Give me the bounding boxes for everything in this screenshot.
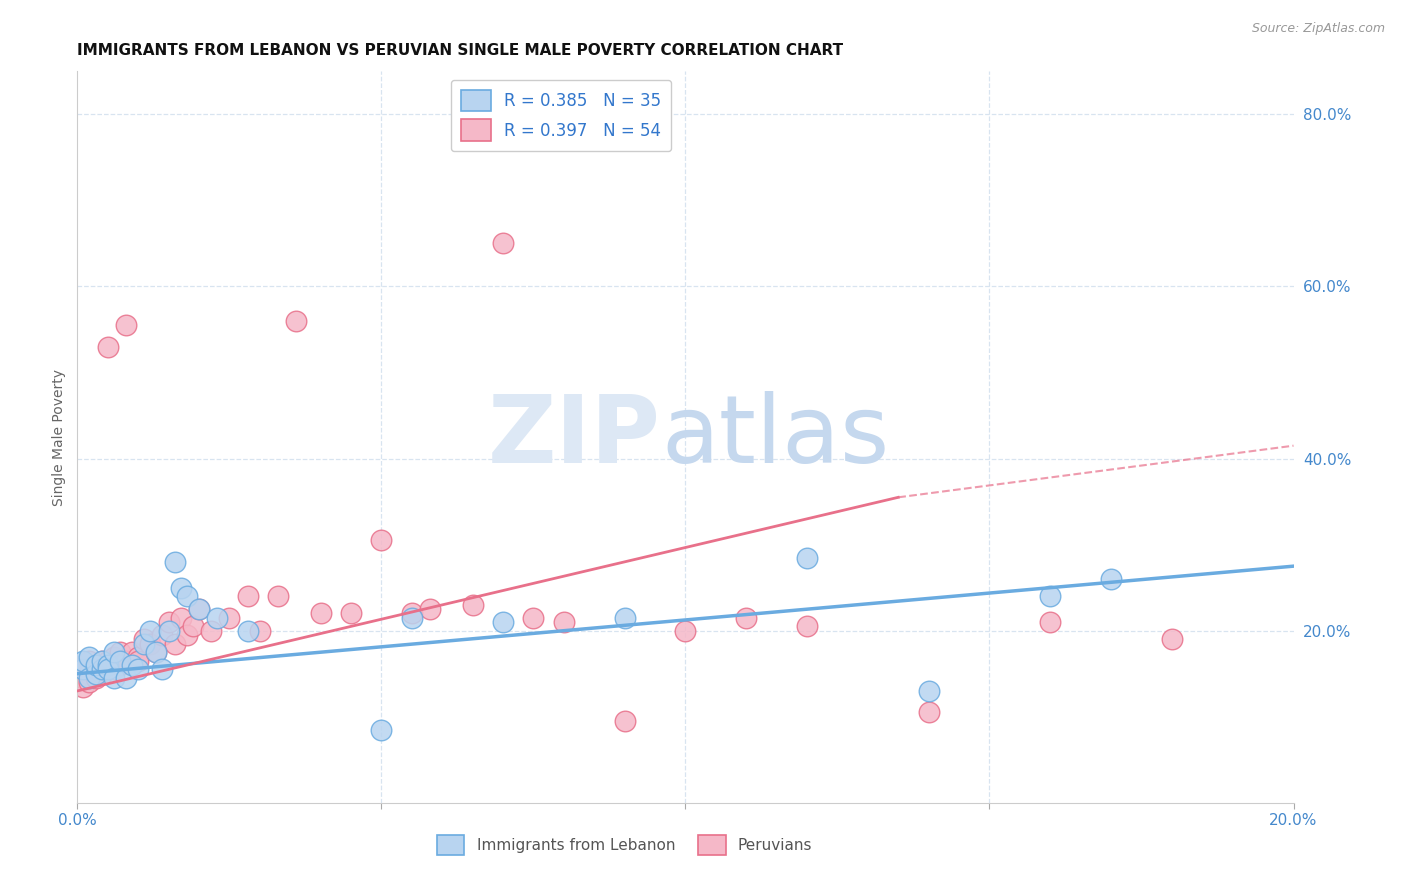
Point [613,714,636,728]
Point [84,666,107,681]
Point [97,658,120,673]
Point [419,602,441,616]
Point [918,684,941,698]
Point [1039,589,1062,603]
Point [84,658,107,673]
Point [121,645,143,659]
Point [285,314,308,328]
Point [401,607,423,621]
Point [918,706,941,720]
Point [553,615,575,629]
Point [340,607,363,621]
Point [90,654,112,668]
Point [218,611,240,625]
Point [127,649,149,664]
Point [84,658,107,673]
Point [79,671,101,685]
Point [97,654,120,668]
Point [152,662,174,676]
Point [72,654,94,668]
Point [84,662,107,676]
Point [139,624,162,638]
Legend: Immigrants from Lebanon, Peruvians: Immigrants from Lebanon, Peruvians [430,830,818,861]
Point [309,607,332,621]
Point [796,550,818,565]
Point [103,671,125,685]
Point [134,632,156,647]
Point [145,645,167,659]
Point [1161,632,1184,647]
Point [79,666,101,681]
Point [188,602,211,616]
Point [370,533,392,548]
Point [79,654,101,668]
Point [613,611,636,625]
Point [401,611,423,625]
Point [90,662,112,676]
Point [72,680,94,694]
Point [108,654,131,668]
Point [249,624,271,638]
Point [90,654,112,668]
Point [84,671,107,685]
Point [72,662,94,676]
Point [115,318,138,333]
Point [163,555,186,569]
Point [267,589,290,603]
Point [115,671,138,685]
Y-axis label: Single Male Poverty: Single Male Poverty [52,368,66,506]
Point [461,598,484,612]
Point [1099,572,1122,586]
Point [236,624,259,638]
Point [163,637,186,651]
Point [145,645,167,659]
Text: Source: ZipAtlas.com: Source: ZipAtlas.com [1251,22,1385,36]
Point [90,666,112,681]
Point [796,619,818,633]
Point [205,611,228,625]
Point [121,658,143,673]
Point [97,662,120,676]
Point [134,637,156,651]
Point [735,611,758,625]
Point [675,624,697,638]
Point [1039,615,1062,629]
Point [200,624,222,638]
Point [127,654,149,668]
Point [492,615,515,629]
Point [97,340,120,354]
Point [181,619,204,633]
Point [170,581,193,595]
Text: atlas: atlas [661,391,890,483]
Point [127,662,149,676]
Point [79,675,101,690]
Point [188,602,211,616]
Point [72,662,94,676]
Point [492,236,515,251]
Point [108,645,131,659]
Point [157,615,180,629]
Point [176,589,198,603]
Text: ZIP: ZIP [488,391,661,483]
Point [170,611,193,625]
Point [139,637,162,651]
Point [236,589,259,603]
Text: IMMIGRANTS FROM LEBANON VS PERUVIAN SINGLE MALE POVERTY CORRELATION CHART: IMMIGRANTS FROM LEBANON VS PERUVIAN SING… [77,43,844,58]
Point [72,671,94,685]
Point [115,654,138,668]
Point [79,649,101,664]
Point [103,645,125,659]
Point [152,628,174,642]
Point [103,649,125,664]
Point [157,624,180,638]
Point [176,628,198,642]
Point [103,662,125,676]
Point [370,723,392,737]
Point [108,658,131,673]
Point [522,611,544,625]
